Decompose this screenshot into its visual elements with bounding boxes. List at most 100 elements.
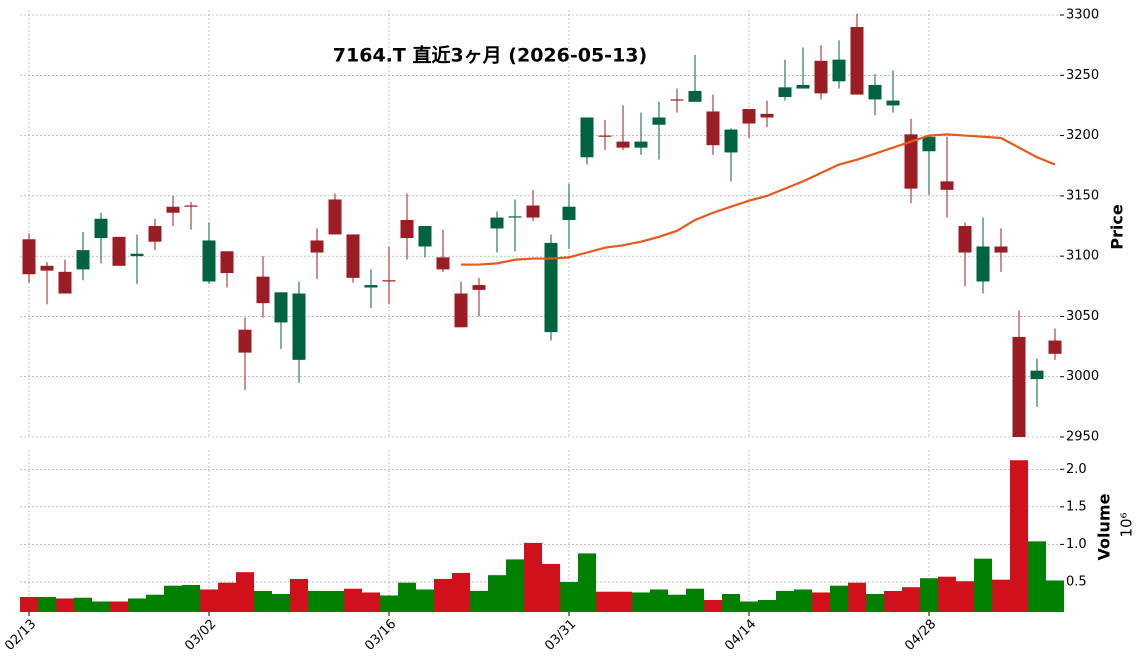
volume-bar — [290, 578, 308, 612]
y-tick-label: 3200 — [1066, 128, 1099, 143]
candle-body — [850, 27, 864, 95]
candle-body — [328, 199, 342, 235]
candle-body — [814, 60, 828, 94]
volume-bar — [92, 601, 110, 612]
volume-bar — [362, 592, 380, 612]
candle-body — [94, 218, 108, 239]
x-tick-label: 04/14 — [722, 617, 759, 654]
candle-body — [490, 217, 504, 229]
candle-body — [760, 113, 774, 118]
candle-body — [292, 293, 306, 360]
volume-bar — [686, 588, 704, 612]
candle-body — [922, 136, 936, 152]
candle-body — [526, 205, 540, 218]
candle-body — [382, 280, 396, 282]
volume-bar — [524, 542, 542, 612]
candle-body — [832, 59, 846, 82]
candle-body — [148, 226, 162, 242]
volume-bar — [326, 590, 344, 612]
candle-body — [400, 219, 414, 239]
y-tick-label: 2.0 — [1066, 462, 1087, 477]
candle-body — [724, 129, 738, 153]
y-tick-label: 1.5 — [1066, 499, 1087, 514]
volume-bar — [272, 593, 290, 612]
candle-body — [562, 206, 576, 220]
volume-bar — [596, 591, 614, 612]
candle-body — [22, 239, 36, 275]
volume-bar — [560, 581, 578, 612]
candle-body — [904, 134, 918, 189]
candle-body — [202, 240, 216, 282]
y-tick-label: 3000 — [1066, 369, 1099, 384]
volume-bar — [110, 601, 128, 612]
candle-body — [238, 329, 252, 353]
candle-body — [634, 141, 648, 148]
candle-body — [688, 90, 702, 102]
x-tick-label: 02/13 — [2, 617, 39, 654]
volume-bar — [146, 594, 164, 612]
candle-body — [112, 236, 126, 266]
candle-body — [418, 226, 432, 247]
volume-bar — [20, 596, 38, 612]
volume-bar — [776, 590, 794, 612]
candle-body — [580, 117, 594, 158]
volume-bar — [1028, 541, 1046, 612]
candle-body — [310, 240, 324, 253]
volume-bar — [632, 592, 650, 612]
volume-bar — [488, 575, 506, 612]
candle-body — [940, 181, 954, 190]
volume-axis-label: Volume — [1095, 493, 1114, 560]
volume-bar — [614, 591, 632, 612]
volume-bar — [434, 578, 452, 612]
volume-bar — [1010, 460, 1028, 612]
candle-body — [454, 293, 468, 328]
volume-bar — [920, 578, 938, 612]
volume-bar — [758, 599, 776, 612]
candle-body — [598, 135, 612, 137]
volume-bar — [938, 576, 956, 612]
candle-body — [742, 109, 756, 124]
volume-bar — [794, 589, 812, 612]
volume-bar — [866, 593, 884, 612]
candle-body — [184, 205, 198, 207]
volume-bar — [218, 582, 236, 612]
volume-offset-label: 10⁶ — [1118, 512, 1136, 537]
volume-bar — [470, 590, 488, 612]
volume-bar — [380, 595, 398, 612]
y-tick-label: 3300 — [1066, 8, 1099, 23]
y-tick-label: 3150 — [1066, 188, 1099, 203]
y-axis-label: Price — [1108, 204, 1127, 250]
candle-body — [436, 257, 450, 270]
volume-bar — [236, 572, 254, 612]
volume-bar — [902, 587, 920, 612]
candle-body — [1048, 340, 1062, 354]
candle-body — [544, 242, 558, 333]
chart-title: 7164.T 直近3ヶ月 (2026-05-13) — [333, 44, 647, 67]
candle-body — [976, 246, 990, 282]
volume-bar — [578, 553, 596, 612]
x-tick-label: 03/31 — [542, 617, 579, 654]
candle-body — [364, 285, 378, 288]
candle-body — [958, 226, 972, 253]
volume-bar — [398, 582, 416, 612]
candle-body — [886, 100, 900, 106]
x-tick-label: 03/16 — [362, 617, 399, 654]
volume-bar — [992, 579, 1010, 612]
volume-bar — [956, 581, 974, 612]
candle-body — [166, 206, 180, 213]
volume-bar — [182, 584, 200, 612]
y-tick-label: 3050 — [1066, 309, 1099, 324]
volume-bar — [416, 589, 434, 612]
candle-body — [778, 87, 792, 97]
y-tick-label: 0.5 — [1066, 574, 1087, 589]
volume-bar — [38, 596, 56, 612]
volume-bar — [974, 558, 992, 612]
volume-bar — [722, 593, 740, 612]
candle-body — [616, 141, 630, 148]
candle-body — [994, 246, 1008, 253]
volume-bar — [452, 572, 470, 612]
candle-body — [130, 253, 144, 257]
grid — [20, 10, 1060, 612]
candle-body — [796, 84, 810, 89]
